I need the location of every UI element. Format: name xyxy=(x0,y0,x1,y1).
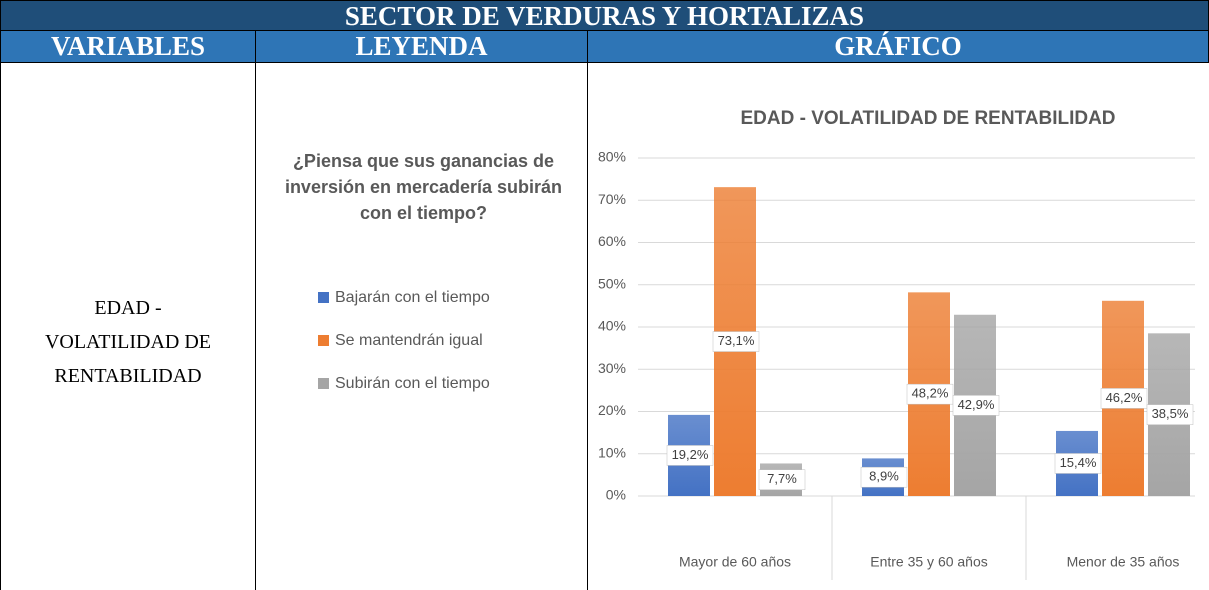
x-tick-label: Entre 35 y 60 años xyxy=(870,554,988,570)
data-label-box xyxy=(952,395,1000,416)
variable-line: RENTABILIDAD xyxy=(54,365,202,387)
column-header: VARIABLES xyxy=(0,31,256,63)
data-label: 46,2% xyxy=(1106,390,1143,405)
data-label-box xyxy=(758,469,806,490)
variable-line: VOLATILIDAD DE xyxy=(44,331,212,353)
legend-swatch xyxy=(318,292,329,303)
chart-title: EDAD - VOLATILIDAD DE RENTABILIDAD xyxy=(740,108,1115,129)
table-title: SECTOR DE VERDURAS Y HORTALIZAS xyxy=(0,0,1209,31)
data-label-box xyxy=(1054,453,1102,474)
variable-line: EDAD - xyxy=(94,297,162,319)
data-label: 19,2% xyxy=(672,447,709,462)
data-label: 15,4% xyxy=(1060,455,1097,470)
y-tick-label: 80% xyxy=(598,149,626,165)
y-tick-label: 50% xyxy=(598,275,626,291)
column-header: LEYENDA xyxy=(255,31,588,63)
data-label: 48,2% xyxy=(912,386,949,401)
legend-question: ¿Piensa que sus ganancias de inversión e… xyxy=(284,151,563,223)
x-tick-label: Menor de 35 años xyxy=(1067,554,1180,570)
legend-cell: ¿Piensa que sus ganancias de inversión e… xyxy=(255,63,588,590)
y-tick-label: 40% xyxy=(598,318,626,334)
data-label: 38,5% xyxy=(1152,406,1189,421)
data-label-box xyxy=(906,383,954,405)
y-tick-label: 10% xyxy=(598,444,626,460)
data-label: 7,7% xyxy=(767,471,797,486)
column-header: GRÁFICO xyxy=(587,31,1209,63)
y-tick-label: 60% xyxy=(598,233,626,249)
y-tick-label: 0% xyxy=(606,487,626,503)
data-label-box xyxy=(860,466,908,488)
legend-label: Se mantendrán igual xyxy=(335,332,483,349)
data-label-box xyxy=(712,331,760,352)
data-label-box xyxy=(1100,388,1148,409)
data-label-box xyxy=(666,445,714,466)
legend-swatch xyxy=(318,335,329,346)
legend-label: Bajarán con el tiempo xyxy=(335,289,490,306)
y-tick-label: 70% xyxy=(598,191,626,207)
data-label: 8,9% xyxy=(869,469,899,484)
y-tick-label: 30% xyxy=(598,360,626,376)
legend-label: Subirán con el tiempo xyxy=(335,375,490,392)
legend-swatch xyxy=(318,378,329,389)
data-label: 73,1% xyxy=(718,333,755,348)
y-tick-label: 20% xyxy=(598,402,626,418)
data-label-box xyxy=(1146,404,1194,425)
x-tick-label: Mayor de 60 años xyxy=(679,554,791,570)
data-label: 42,9% xyxy=(958,397,995,412)
